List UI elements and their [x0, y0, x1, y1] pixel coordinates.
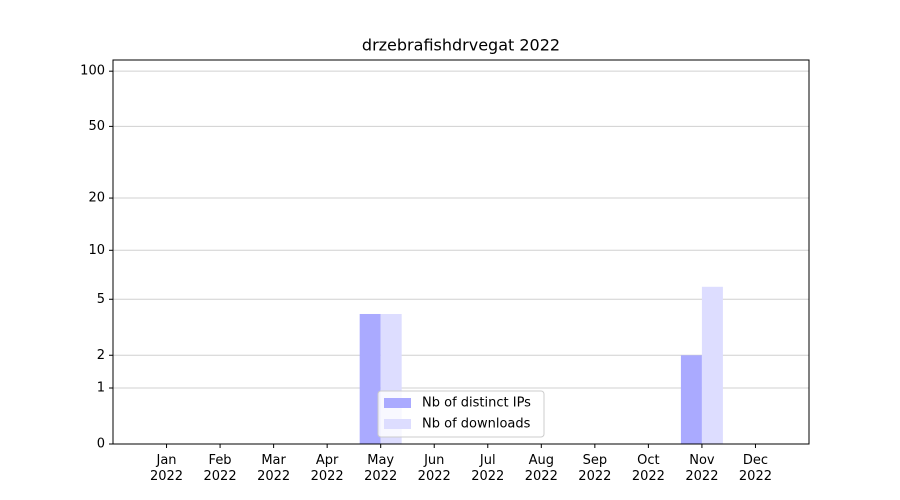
legend-swatch: [384, 419, 411, 429]
y-tick-label: 0: [97, 437, 105, 452]
x-tick-label: Jan 2022: [149, 453, 184, 484]
chart-title: drzebrafishdrvegat 2022: [362, 36, 560, 55]
y-tick-label: 10: [88, 243, 105, 258]
y-tick-label: 2: [97, 348, 105, 363]
x-tick-label: May 2022: [364, 453, 398, 484]
y-tick-label: 20: [88, 191, 105, 206]
x-tick-label: Jul 2022: [471, 453, 505, 484]
y-tick-label: 50: [88, 119, 105, 134]
x-tick-label: Mar 2022: [257, 453, 291, 484]
bar: [701, 286, 723, 444]
x-tick-label: Aug 2022: [524, 453, 558, 484]
x-tick-label: Dec 2022: [738, 453, 772, 484]
legend-label: Nb of downloads: [422, 417, 531, 432]
y-tick-label: 100: [80, 64, 105, 79]
x-tick-label: Nov 2022: [685, 453, 719, 484]
bar: [359, 313, 381, 444]
x-tick-label: Sep 2022: [578, 453, 612, 484]
x-tick-label: Feb 2022: [203, 453, 237, 484]
y-tick-label: 1: [97, 381, 105, 396]
plot-frame: [112, 59, 810, 445]
legend-swatch: [384, 398, 411, 408]
legend-box: [377, 390, 545, 438]
bar: [680, 355, 702, 444]
y-tick-label: 5: [97, 292, 105, 307]
x-tick-label: Oct 2022: [631, 453, 665, 484]
legend-label: Nb of distinct IPs: [422, 396, 531, 411]
x-tick-label: Jun 2022: [417, 453, 451, 484]
x-tick-label: Apr 2022: [310, 453, 344, 484]
